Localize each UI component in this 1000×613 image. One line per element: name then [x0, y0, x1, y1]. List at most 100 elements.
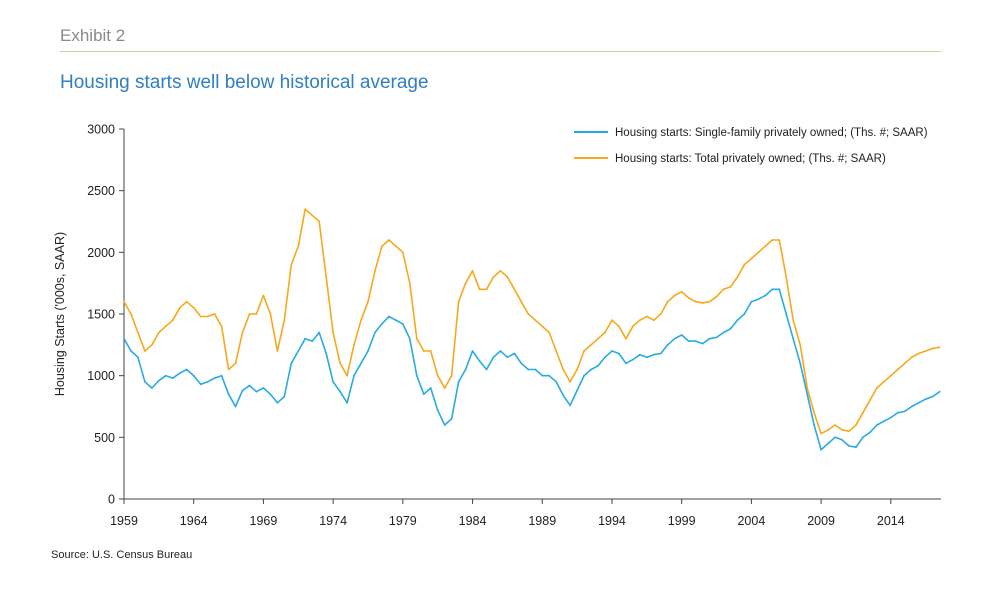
data-point [611, 350, 613, 352]
data-point [234, 405, 237, 408]
data-point [848, 445, 850, 447]
data-point [882, 420, 885, 423]
data-point [896, 411, 899, 414]
series-line [123, 288, 941, 451]
data-point [722, 331, 725, 334]
data-point [680, 290, 683, 293]
data-point [743, 313, 746, 315]
data-point [820, 432, 822, 435]
y-tick-label: 1000 [87, 369, 115, 383]
data-point [841, 429, 843, 431]
data-point [639, 319, 641, 322]
data-point [862, 411, 864, 414]
data-point [694, 340, 697, 342]
data-point [590, 368, 592, 371]
data-point [311, 214, 314, 217]
data-point [283, 395, 286, 398]
data-point [325, 276, 328, 278]
data-point [144, 350, 146, 352]
data-point [869, 399, 871, 402]
data-point [520, 362, 523, 365]
data-point [910, 356, 913, 359]
data-point [813, 424, 815, 426]
data-point [855, 446, 857, 449]
data-point [778, 288, 781, 291]
data-point [429, 350, 432, 352]
data-point [541, 374, 544, 377]
data-point [318, 220, 321, 223]
data-point [869, 431, 871, 434]
data-point [548, 331, 551, 334]
data-point [876, 387, 878, 389]
data-point [269, 393, 272, 396]
y-tick-label: 3000 [87, 123, 115, 137]
data-point [520, 300, 523, 303]
data-point [464, 368, 467, 371]
data-point [360, 362, 362, 365]
data-point [806, 393, 809, 396]
data-point [199, 315, 202, 318]
data-point [206, 380, 209, 383]
data-point [492, 276, 495, 278]
data-point [806, 387, 809, 389]
data-point [408, 282, 411, 285]
data-point [771, 239, 774, 241]
data-point [401, 323, 404, 325]
data-point [325, 352, 328, 355]
legend-item: Housing starts: Total privately owned; (… [574, 153, 886, 165]
data-point [729, 327, 732, 330]
data-point [436, 374, 439, 377]
data-point [227, 393, 230, 396]
y-axis-label: Housing Starts ('000s, SAAR) [53, 232, 67, 396]
data-point [694, 300, 697, 303]
data-point [374, 269, 376, 272]
data-point [652, 353, 655, 356]
data-point [722, 288, 725, 291]
data-point [339, 390, 341, 393]
data-point [388, 239, 390, 241]
data-point [464, 282, 467, 285]
legend-label: Housing starts: Total privately owned; (… [615, 153, 886, 165]
x-tick-label: 1969 [250, 514, 278, 528]
data-point [743, 263, 746, 266]
data-point [715, 336, 718, 339]
data-point [206, 315, 209, 318]
data-point [903, 410, 906, 413]
x-tick-label: 2014 [877, 514, 905, 528]
data-point [353, 343, 355, 346]
data-point [164, 374, 167, 377]
data-point [332, 380, 334, 383]
x-tick-label: 1999 [668, 514, 696, 528]
data-point [924, 350, 927, 352]
data-point [192, 374, 195, 377]
data-point [485, 288, 488, 291]
data-point [827, 429, 829, 431]
data-point [687, 340, 690, 342]
data-point [381, 245, 383, 248]
data-point [555, 380, 558, 383]
data-point [395, 319, 397, 322]
data-point [290, 362, 293, 365]
data-point [611, 319, 613, 322]
chart-legend: Housing starts: Single-family privately … [574, 127, 928, 165]
data-point [429, 387, 432, 389]
data-point [130, 350, 132, 352]
data-point [241, 331, 244, 334]
data-point [360, 319, 362, 322]
data-point [708, 300, 711, 303]
data-point [262, 294, 265, 297]
data-point [632, 325, 634, 328]
data-point [687, 297, 690, 299]
header-divider [60, 51, 941, 52]
data-point [130, 313, 132, 315]
data-point [276, 401, 279, 404]
y-tick-label: 500 [94, 431, 115, 445]
data-point [395, 245, 397, 248]
data-point [785, 276, 788, 278]
data-point [241, 389, 244, 392]
data-point [750, 257, 753, 260]
data-point [736, 319, 739, 322]
data-point [499, 350, 502, 352]
data-point [639, 353, 641, 356]
data-point [227, 368, 230, 371]
